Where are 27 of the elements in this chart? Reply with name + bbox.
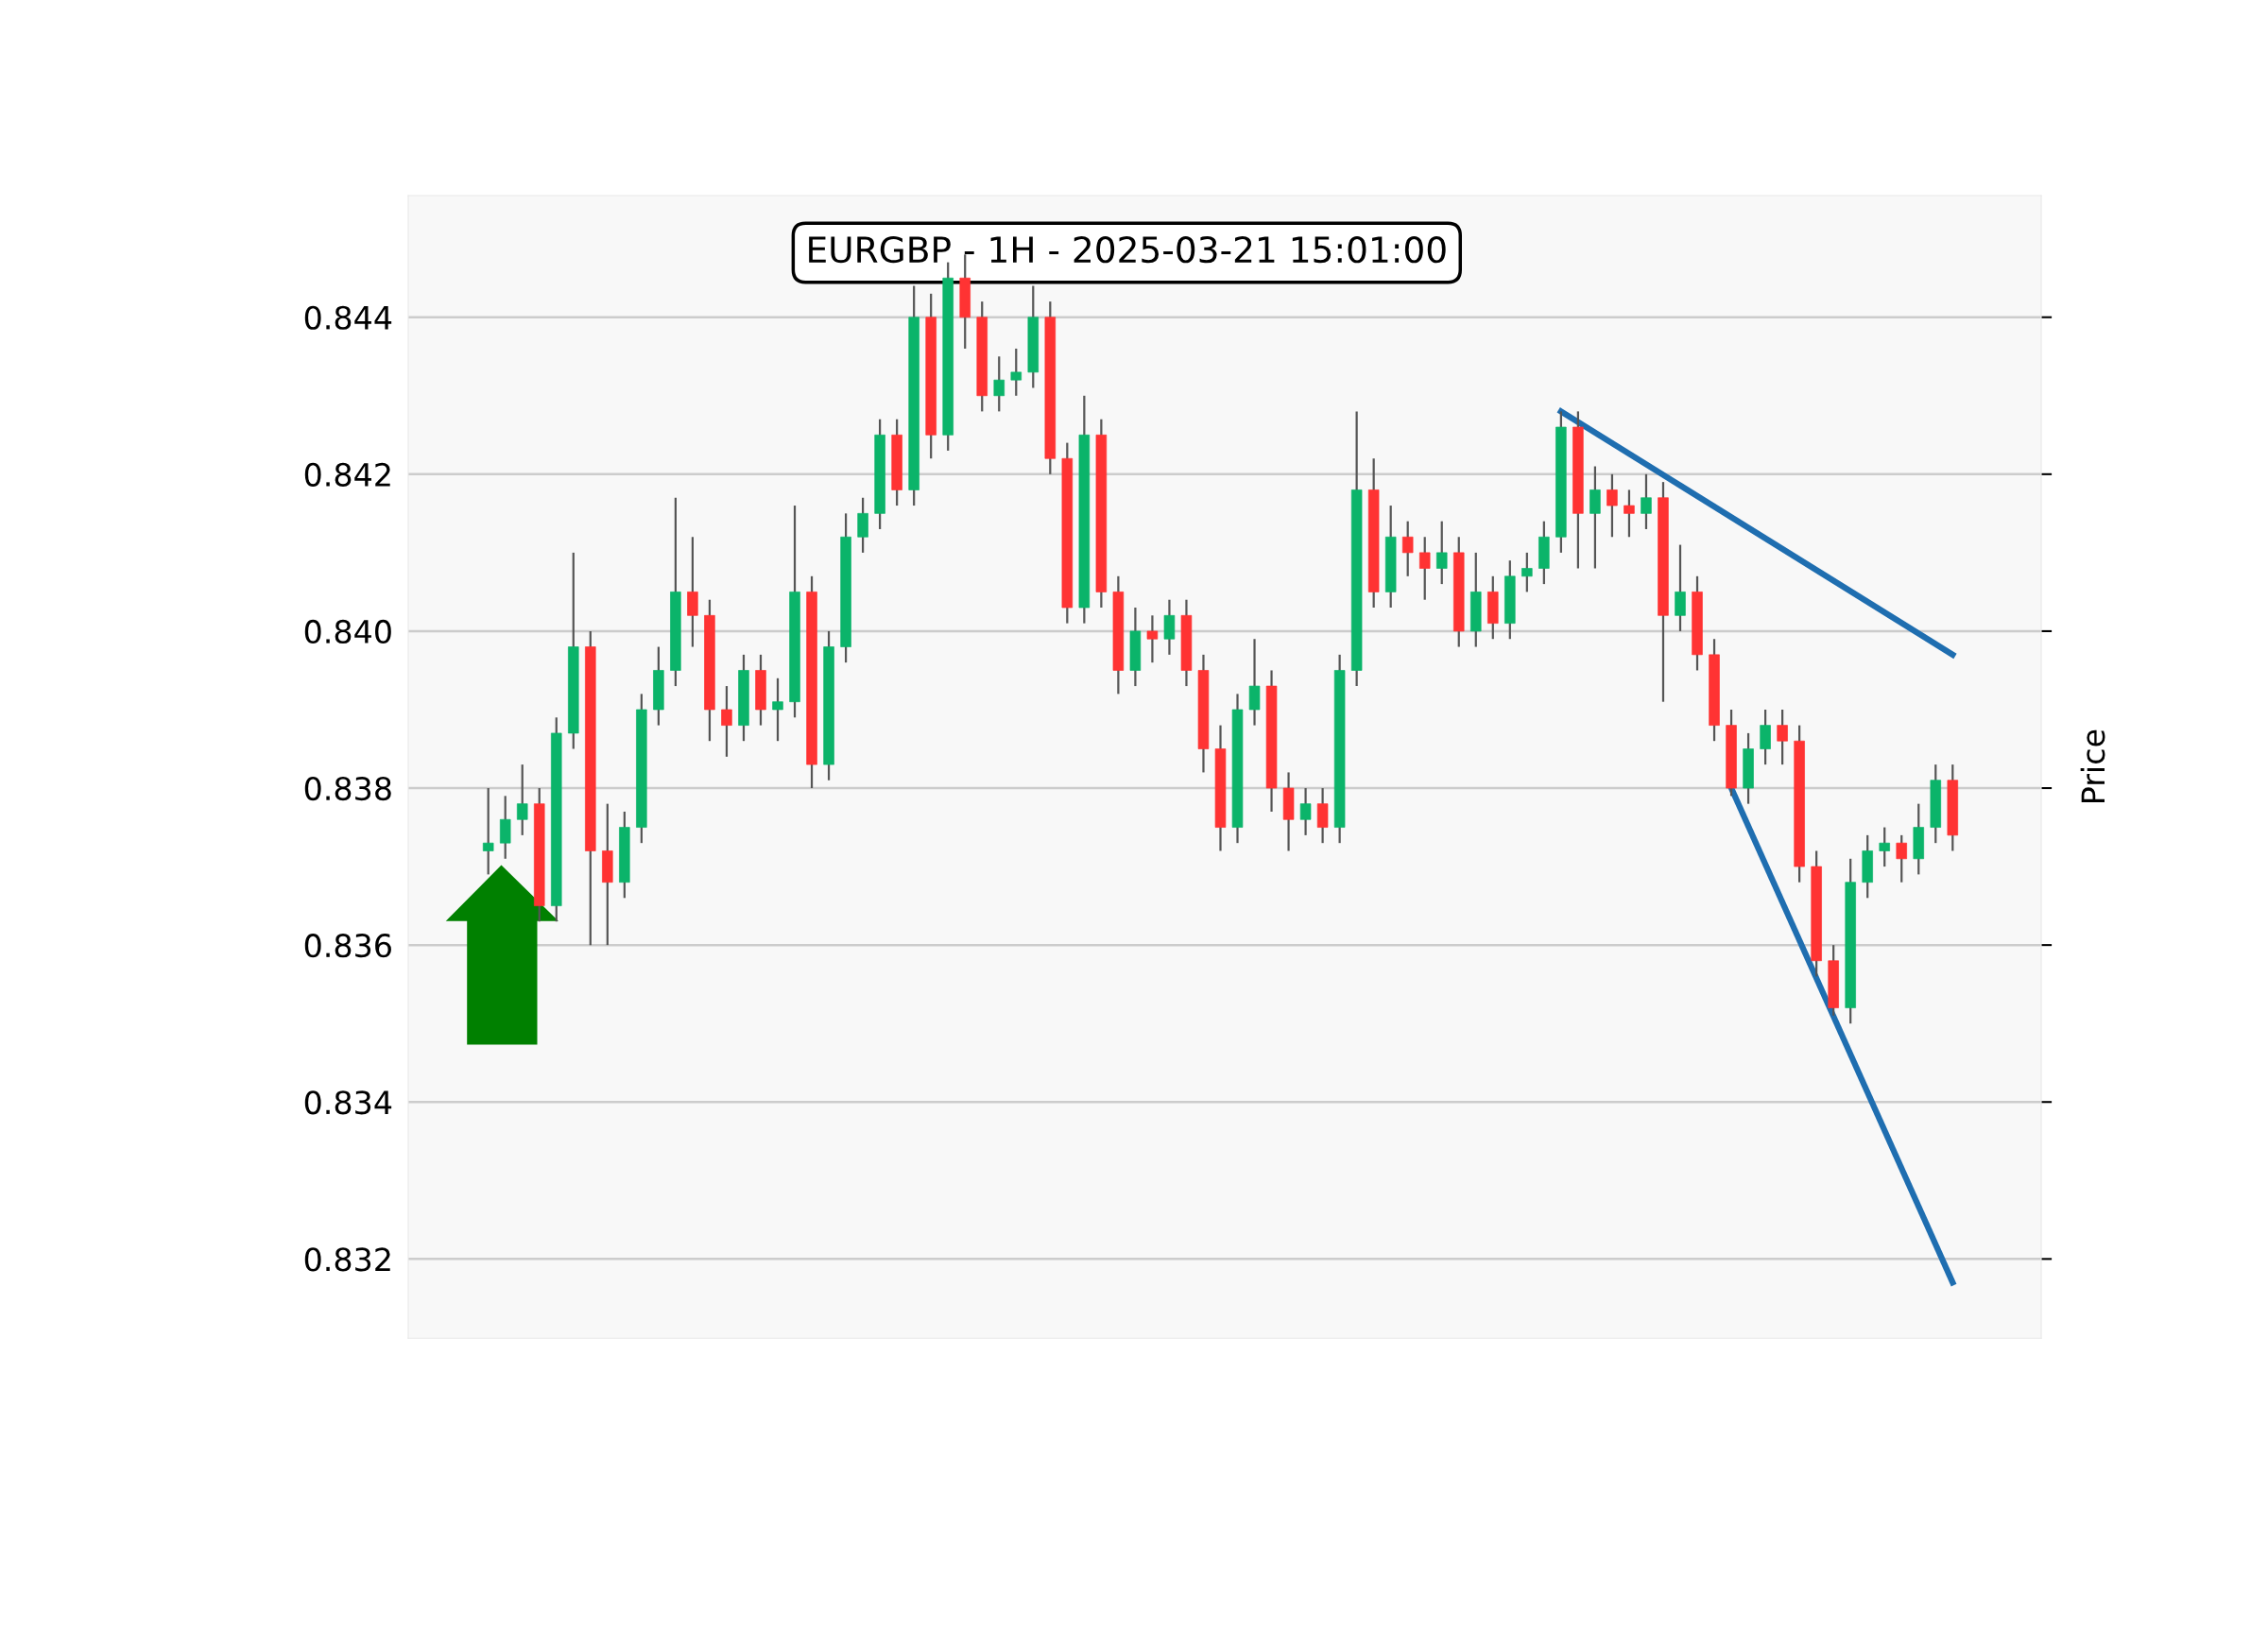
candlestick <box>1435 520 1448 586</box>
candlestick <box>1299 786 1312 836</box>
y-tick-label: 0.834 <box>304 1090 392 1115</box>
text: EURGBP - 1H - 2025-03-21 15:01:00 <box>809 235 1446 264</box>
y-tick-label: 0.836 <box>304 934 391 958</box>
candlestick <box>1777 708 1788 766</box>
candlestick <box>1641 472 1652 531</box>
candlestick <box>1146 614 1159 664</box>
candlestick <box>1401 520 1414 577</box>
candlestick <box>482 786 494 876</box>
y-tick-label: 0.838 <box>304 776 391 801</box>
candlestick <box>721 684 732 758</box>
candlestick <box>1010 347 1022 397</box>
candlestick <box>993 355 1005 413</box>
candlestick <box>1606 472 1618 539</box>
y-tick-label: 0.832 <box>304 1247 390 1272</box>
y-tick-label: 0.842 <box>304 462 390 487</box>
candlestick <box>1521 551 1533 593</box>
candlestick <box>1879 826 1890 868</box>
candlestick <box>1624 489 1635 539</box>
y-tick-label: 0.840 <box>304 619 391 644</box>
candlestick <box>1896 833 1907 884</box>
y-axis-title: Price <box>2080 729 2105 802</box>
candlestick <box>1418 536 1431 601</box>
y-tick-label: 0.844 <box>304 305 392 330</box>
candlestick <box>772 677 783 743</box>
candlestick <box>516 764 528 836</box>
